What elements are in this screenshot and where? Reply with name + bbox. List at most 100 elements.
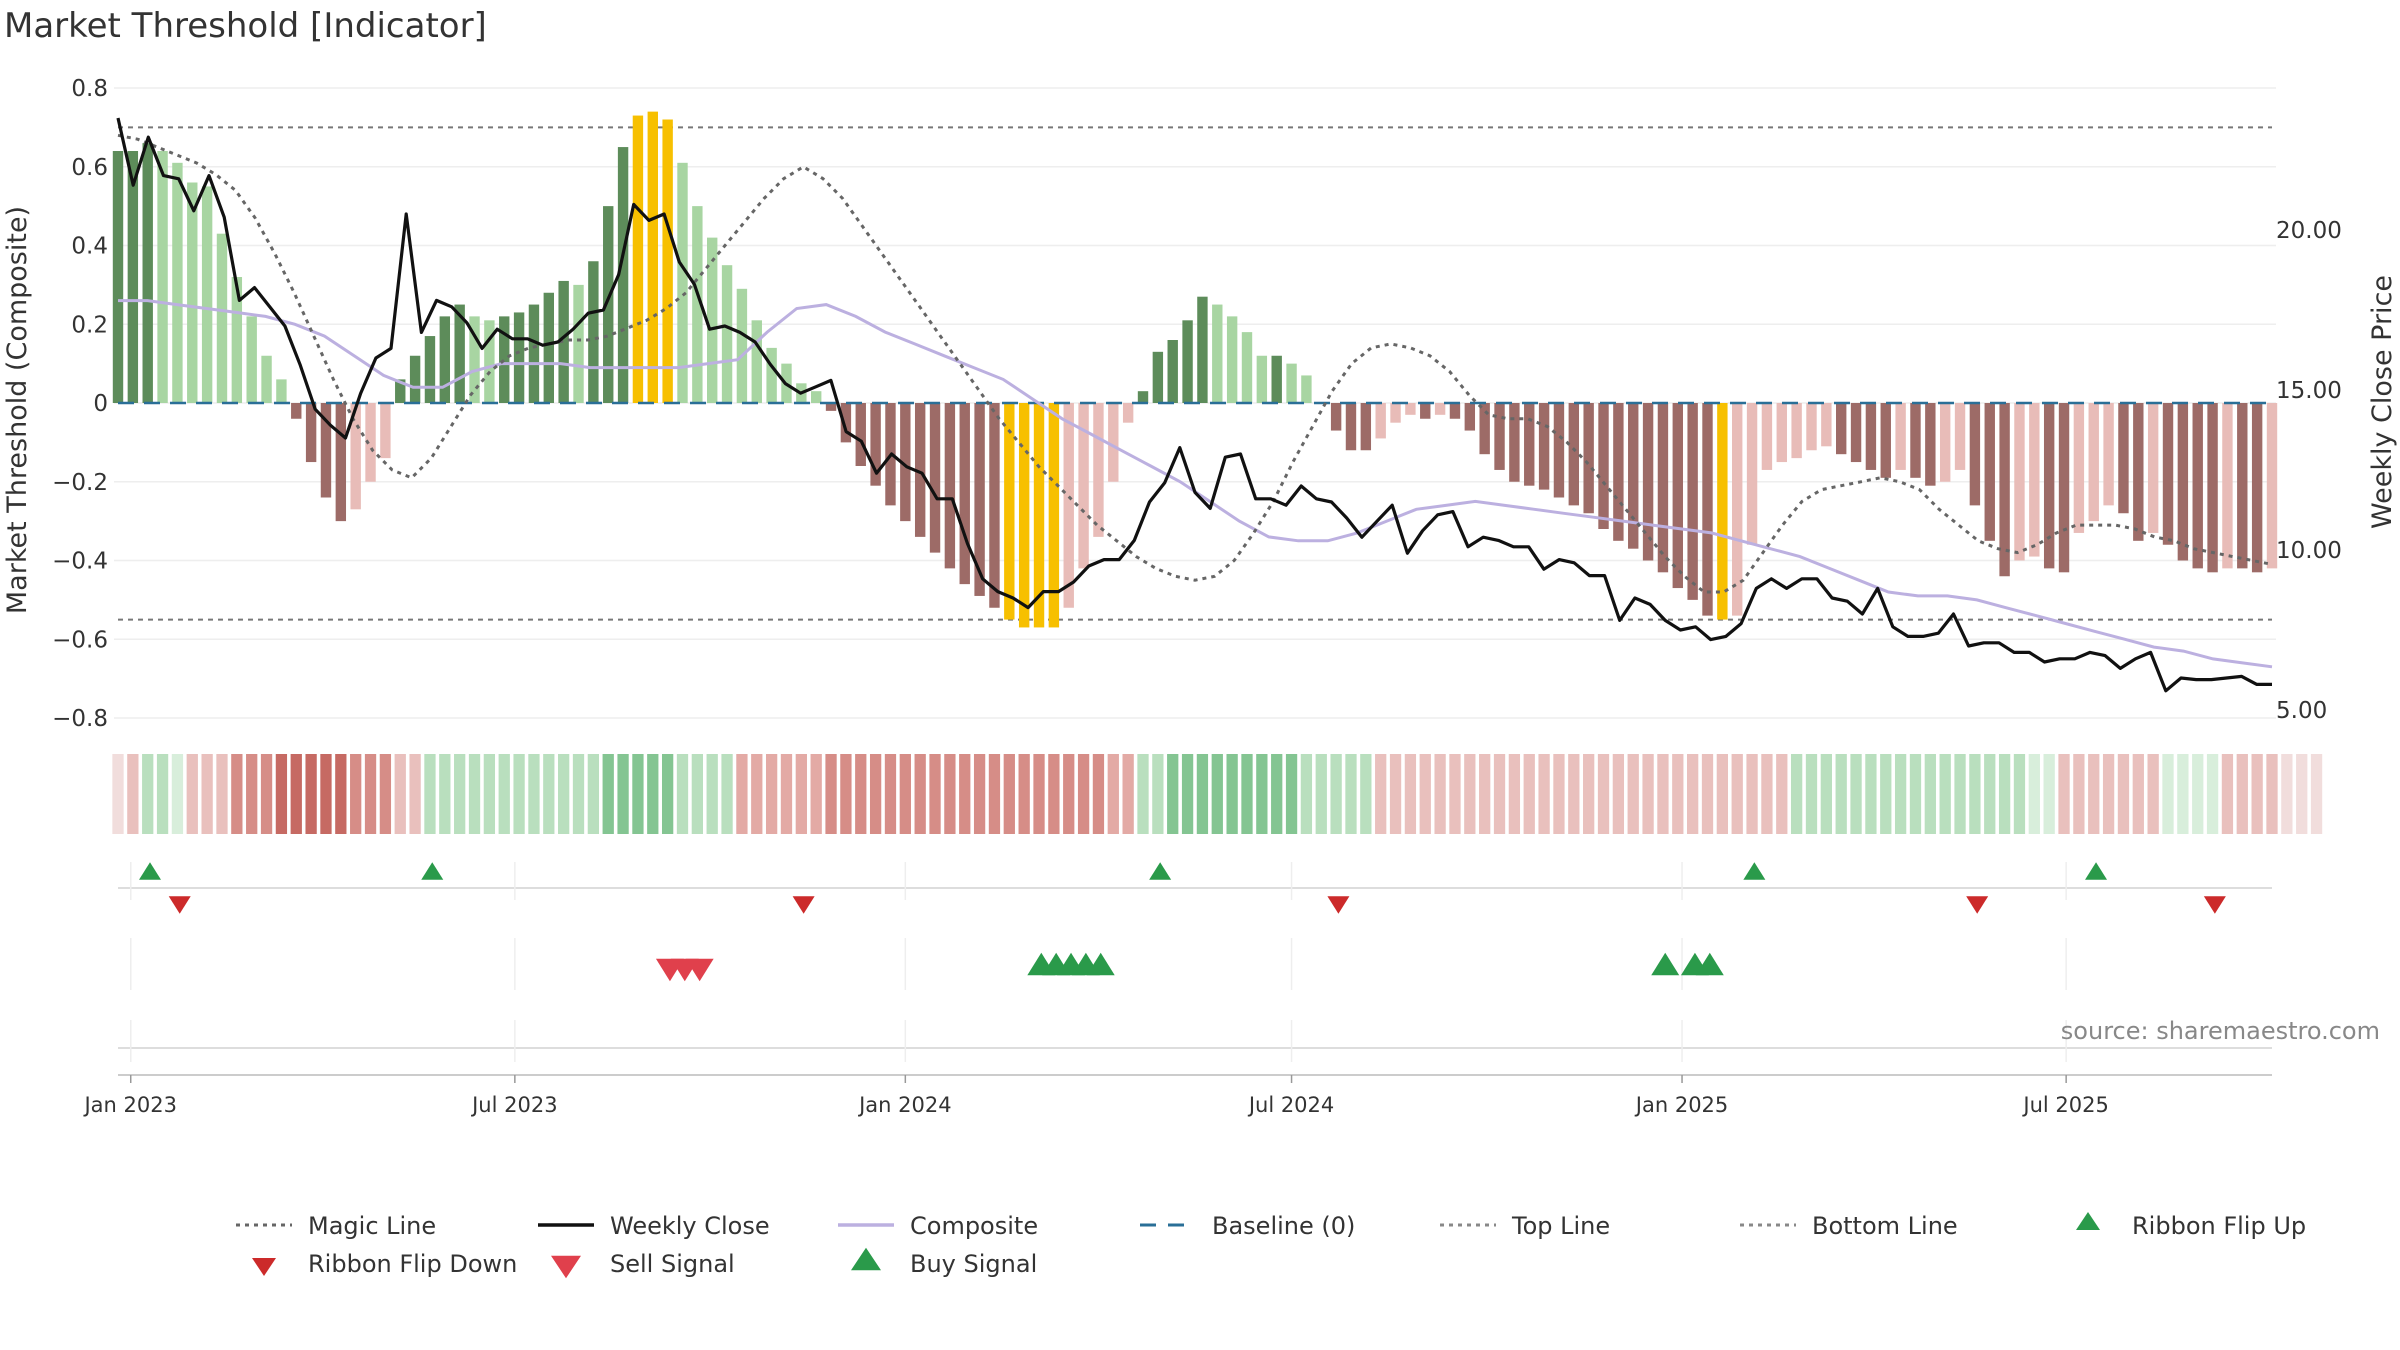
composite-bar — [231, 277, 243, 403]
ribbon-cell — [988, 754, 1001, 834]
ribbon-cell — [246, 754, 258, 834]
ribbon-cell — [1419, 754, 1431, 834]
ribbon-cell — [1642, 754, 1654, 834]
composite-bar — [276, 379, 287, 403]
ribbon-cell — [1211, 754, 1223, 834]
ribbon-cell — [2058, 754, 2070, 834]
ribbon-cell — [587, 754, 600, 834]
ribbon-cell — [1687, 754, 1699, 834]
ribbon-cell — [2192, 754, 2204, 834]
composite-bar — [989, 403, 1000, 608]
composite-bar — [662, 119, 673, 403]
y-left-tick-label: −0.6 — [52, 627, 108, 653]
ribbon-cell — [1048, 754, 1060, 834]
composite-bar — [1672, 403, 1683, 589]
composite-bar — [1628, 403, 1639, 549]
ribbon-cell — [1167, 754, 1179, 834]
ribbon-cell — [691, 754, 703, 834]
composite-bar — [573, 284, 584, 403]
buy-signal-marker — [1651, 952, 1680, 976]
ribbon-cell — [1092, 754, 1105, 834]
series-lines — [116, 117, 2273, 693]
composite-bar — [1182, 320, 1193, 403]
composite-bar — [766, 347, 777, 403]
composite-bar — [974, 403, 985, 596]
ribbon-cell — [795, 754, 807, 834]
composite-bar — [157, 151, 168, 403]
ribbon-cell — [260, 754, 273, 834]
legend-label: Magic Line — [308, 1212, 436, 1240]
weekly-close-line — [116, 117, 2272, 693]
ribbon-cell — [602, 754, 614, 834]
composite-bar — [350, 403, 361, 510]
ribbon-cell — [884, 754, 897, 834]
ribbon-cell — [1256, 754, 1268, 834]
composite-bars — [112, 111, 2278, 628]
ribbon-cell — [2206, 754, 2219, 834]
ribbon-cell — [1464, 754, 1476, 834]
composite-bar — [1613, 403, 1624, 541]
legend-label: Ribbon Flip Down — [308, 1250, 517, 1278]
composite-bar — [1078, 403, 1089, 569]
ribbon-cell — [2043, 754, 2055, 834]
ribbon-cell — [2013, 754, 2026, 834]
composite-bar — [1746, 403, 1758, 545]
composite-bar — [1226, 316, 1238, 403]
composite-bar — [320, 403, 332, 498]
ribbon-cell — [661, 754, 674, 834]
ribbon-cell — [1077, 754, 1090, 834]
composite-bar — [1152, 351, 1164, 403]
ribbon-flip-up-marker — [139, 862, 161, 880]
composite-bar — [751, 320, 762, 403]
ribbon-cell — [1360, 754, 1372, 834]
composite-bar — [1969, 403, 1981, 506]
composite-bar — [1583, 403, 1594, 514]
threshold-lines — [118, 126, 2272, 621]
legend-item: Buy Signal — [851, 1247, 1037, 1278]
ribbon-cell — [1538, 754, 1550, 834]
ribbon-cell — [1909, 754, 1922, 834]
ribbon-cell — [973, 754, 986, 834]
ribbon-cell — [1583, 754, 1595, 834]
y-right-tick-label: 15.00 — [2276, 378, 2342, 404]
ribbon-cell — [1954, 754, 1966, 834]
composite-bar — [1464, 403, 1476, 431]
ribbon-cell — [483, 754, 496, 834]
composite-bar — [1568, 403, 1580, 506]
ribbon-cell — [617, 754, 629, 834]
ribbon-cell — [1746, 754, 1758, 834]
y-axis-right-label: Weekly Close Price — [2367, 275, 2398, 529]
composite-bar — [1717, 403, 1728, 620]
x-tick-label: Jan 2025 — [1634, 1093, 1729, 1117]
ribbon-cell — [1107, 754, 1119, 834]
composite-bar — [2237, 403, 2248, 569]
composite-bar — [1806, 403, 1817, 451]
ribbon-flip-down-marker — [1327, 896, 1350, 914]
composite-bar — [1256, 355, 1268, 403]
ribbon-cell — [1226, 754, 1238, 834]
sell-signal-marker — [685, 958, 714, 982]
magic-line — [117, 133, 2273, 594]
ribbon-cell — [1880, 754, 1892, 834]
composite-bar — [1122, 403, 1134, 423]
legend-item: Ribbon Flip Down — [252, 1250, 517, 1278]
composite-bar — [1509, 403, 1520, 482]
composite-bar — [1167, 340, 1178, 403]
ribbon-cell — [2266, 754, 2278, 834]
composite-bar — [469, 316, 480, 403]
composite-bar — [172, 162, 183, 403]
composite-bar — [736, 288, 748, 403]
composite-bar — [335, 403, 347, 522]
composite-bar — [1850, 403, 1862, 463]
ribbon-cell — [840, 754, 852, 834]
ribbon-cell — [1375, 754, 1387, 834]
composite-bar — [2073, 403, 2085, 533]
legend-item: Magic Line — [236, 1212, 436, 1240]
composite-bar — [1390, 403, 1401, 423]
ribbon-flip-up-marker — [421, 862, 444, 880]
signal-panels — [118, 862, 2272, 1076]
chart-title: Market Threshold [Indicator] — [4, 6, 487, 46]
legend-item: Ribbon Flip Up — [2076, 1212, 2306, 1240]
ribbon-cell — [1003, 754, 1015, 834]
composite-bar — [2133, 403, 2144, 541]
